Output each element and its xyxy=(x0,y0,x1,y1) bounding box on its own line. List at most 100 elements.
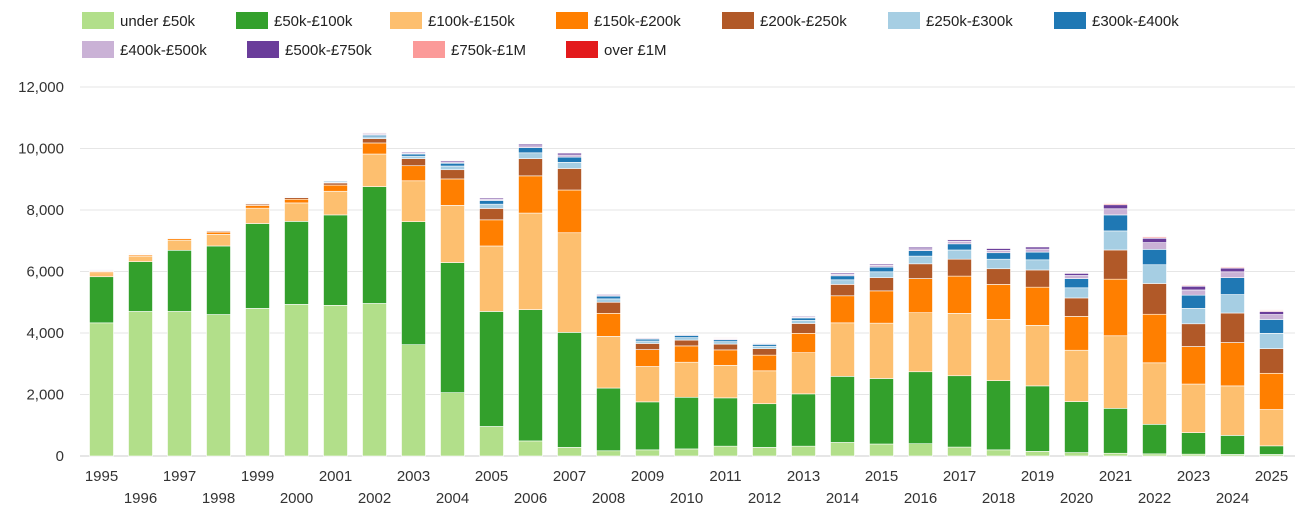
bar-segment xyxy=(1181,323,1206,347)
bar-stack-2002 xyxy=(362,132,387,457)
legend-item[interactable]: £200k-£250k xyxy=(722,12,847,30)
legend-swatch xyxy=(247,41,279,58)
bar-stack-2025 xyxy=(1259,309,1284,457)
bar-stack-2018 xyxy=(986,247,1011,457)
bar-stack-1999 xyxy=(245,201,270,457)
bar-segment xyxy=(128,311,153,457)
bar-segment xyxy=(1181,294,1206,309)
bar-segment xyxy=(752,403,777,448)
legend-swatch xyxy=(1054,12,1086,29)
x-tick-label: 2000 xyxy=(280,490,313,507)
bar-segment xyxy=(1025,286,1050,326)
bar-segment xyxy=(635,349,660,367)
legend-item[interactable]: £500k-£750k xyxy=(247,41,372,59)
legend-item[interactable]: £250k-£300k xyxy=(888,12,1013,30)
bar-segment xyxy=(245,205,270,209)
bar-segment xyxy=(1064,316,1089,351)
bar-segment xyxy=(947,241,972,245)
bar-segment xyxy=(440,178,465,206)
bar-segment xyxy=(947,243,972,251)
bar-segment xyxy=(440,262,465,393)
bar-segment xyxy=(947,446,972,457)
bar-segment xyxy=(908,312,933,373)
bar-segment xyxy=(947,258,972,277)
bar-stack-2007 xyxy=(557,152,582,457)
y-tick-label: 12,000 xyxy=(18,79,64,96)
bar-segment xyxy=(791,393,816,447)
bar-segment xyxy=(362,153,387,187)
bar-segment xyxy=(713,341,738,345)
legend-item[interactable]: £300k-£400k xyxy=(1054,12,1179,30)
x-tick-label: 2019 xyxy=(1021,468,1054,485)
bar-segment xyxy=(1220,267,1245,273)
bar-segment xyxy=(206,245,231,315)
x-tick-label: 2004 xyxy=(436,490,469,507)
bar-segment xyxy=(1259,348,1284,374)
bar-segment xyxy=(986,268,1011,285)
bar-segment xyxy=(986,449,1011,457)
x-tick-label: 2023 xyxy=(1177,468,1210,485)
x-tick-label: 2003 xyxy=(397,468,430,485)
bar-segment xyxy=(1064,287,1089,299)
bar-segment xyxy=(1025,251,1050,261)
bar-segment xyxy=(1181,432,1206,455)
legend-item[interactable]: £150k-£200k xyxy=(556,12,681,30)
y-tick-label: 4,000 xyxy=(26,325,64,342)
bar-segment xyxy=(1064,275,1089,279)
bar-segment xyxy=(557,447,582,457)
bar-segment xyxy=(479,200,504,205)
legend-item[interactable]: over £1M xyxy=(566,41,667,59)
legend-item[interactable]: £400k-£500k xyxy=(82,41,207,59)
bar-segment xyxy=(635,401,660,451)
bar-segment xyxy=(518,158,543,177)
bar-stack-1997 xyxy=(167,236,192,457)
legend-label: £500k-£750k xyxy=(285,42,372,59)
bar-segment xyxy=(674,335,699,338)
legend-swatch xyxy=(413,41,445,58)
bar-segment xyxy=(1025,246,1050,250)
legend-label: over £1M xyxy=(604,42,667,59)
bar-segment xyxy=(596,301,621,314)
bar-segment xyxy=(908,250,933,257)
bar-segment xyxy=(635,340,660,344)
bar-segment xyxy=(1181,289,1206,296)
bar-segment xyxy=(1103,214,1128,232)
bar-segment xyxy=(674,361,699,398)
bar-segment xyxy=(674,337,699,341)
y-tick-label: 6,000 xyxy=(26,264,64,281)
bar-segment xyxy=(284,304,309,457)
bar-segment xyxy=(1142,236,1167,238)
legend-item[interactable]: £100k-£150k xyxy=(390,12,515,30)
bar-segment xyxy=(1103,208,1128,216)
bar-segment xyxy=(518,175,543,214)
bar-segment xyxy=(557,156,582,163)
bar-segment xyxy=(1064,297,1089,317)
legend-item[interactable]: under £50k xyxy=(82,12,196,30)
bar-segment xyxy=(1103,249,1128,280)
legend-item[interactable]: £50k-£100k xyxy=(236,12,353,30)
bar-segment xyxy=(674,396,699,450)
bar-segment xyxy=(1103,202,1128,204)
bar-segment xyxy=(362,142,387,155)
x-tick-label: 2009 xyxy=(631,468,664,485)
bar-segment xyxy=(1142,362,1167,425)
bar-segment xyxy=(440,205,465,263)
bar-stack-2008 xyxy=(596,293,621,457)
bar-segment xyxy=(752,354,777,372)
bar-segment xyxy=(1103,278,1128,337)
bar-segment xyxy=(1220,312,1245,343)
bar-segment xyxy=(362,186,387,304)
bar-segment xyxy=(440,169,465,180)
bar-segment xyxy=(986,258,1011,270)
bar-segment xyxy=(869,266,894,273)
bar-segment xyxy=(596,450,621,457)
bar-stack-2023 xyxy=(1181,284,1206,457)
legend-item[interactable]: £750k-£1M xyxy=(413,41,526,59)
bar-stack-2011 xyxy=(713,337,738,457)
bar-segment xyxy=(908,255,933,265)
bar-segment xyxy=(167,249,192,312)
bar-segment xyxy=(1103,204,1128,210)
bar-segment xyxy=(167,311,192,457)
bar-stack-2006 xyxy=(518,143,543,457)
bar-segment xyxy=(206,233,231,247)
